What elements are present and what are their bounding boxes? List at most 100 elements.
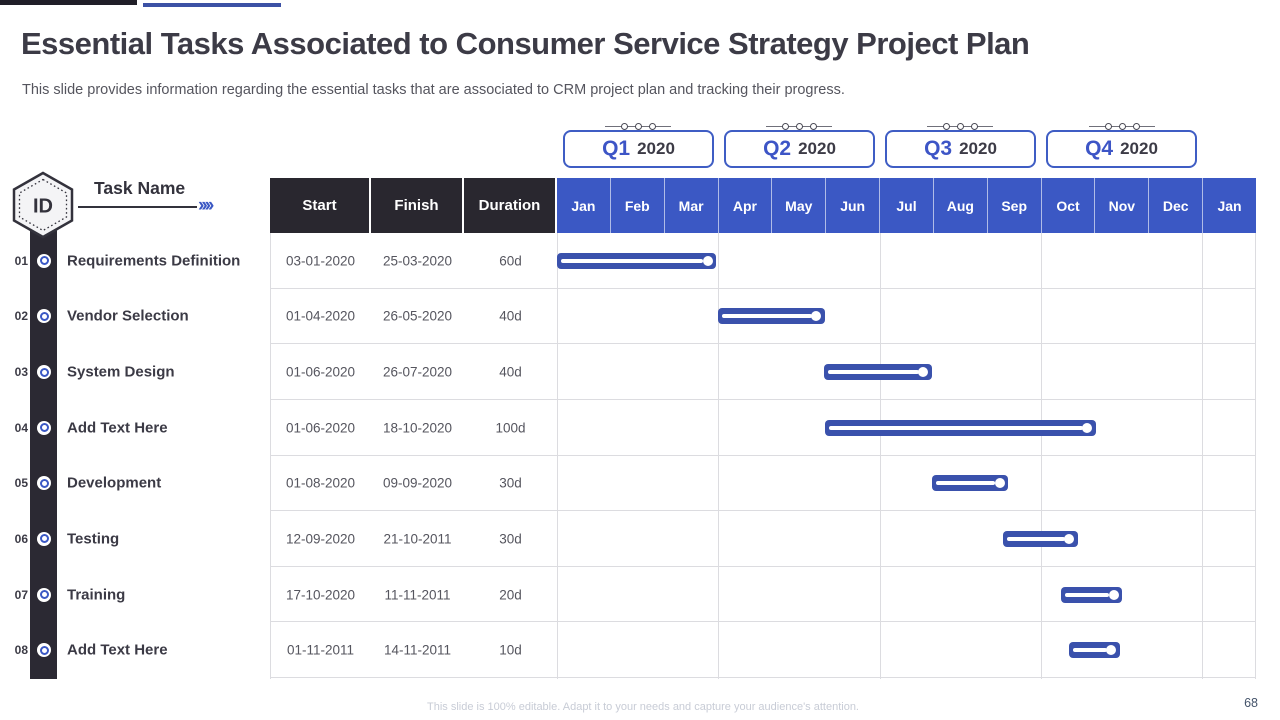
- task-name: Requirements Definition: [67, 252, 241, 270]
- target-icon: [37, 587, 51, 602]
- target-icon: [37, 531, 51, 546]
- gridline: [1255, 233, 1256, 679]
- id-hexagon-badge: ID: [12, 171, 74, 239]
- table-header-dates: Start Finish Duration: [270, 178, 557, 233]
- duration: 100d: [495, 420, 526, 436]
- task-name: Testing: [67, 530, 120, 548]
- month-header: Jan: [1203, 178, 1256, 233]
- quarter-dots-decoration: [605, 121, 671, 132]
- quarter-header-q4: Q4 2020: [1046, 130, 1197, 168]
- gantt-bar: [932, 475, 1008, 492]
- task-id: 06: [14, 531, 28, 546]
- finish-date: 26-05-2020: [382, 308, 453, 324]
- table-row: 03 System Design 01-06-2020 26-07-2020 4…: [0, 344, 1280, 400]
- task-id: 07: [14, 587, 28, 602]
- month-header: Oct: [1041, 178, 1096, 233]
- task-name-column-label: Task Name: [94, 178, 186, 198]
- target-icon: [37, 365, 51, 380]
- month-header: Sep: [987, 178, 1042, 233]
- gantt-bar: [1060, 586, 1123, 603]
- gridline: [1202, 233, 1203, 679]
- month-header: Apr: [718, 178, 773, 233]
- gantt-table-body: 01 Requirements Definition 03-01-2020 25…: [0, 233, 1280, 678]
- finish-date: 09-09-2020: [382, 475, 453, 491]
- task-id: 08: [14, 643, 28, 658]
- column-header-start: Start: [270, 178, 371, 233]
- arrow-line: [78, 206, 197, 208]
- gridline: [718, 233, 719, 679]
- gantt-bar: [1068, 642, 1120, 659]
- task-id: 05: [14, 476, 28, 491]
- duration: 20d: [499, 587, 522, 603]
- table-row: 01 Requirements Definition 03-01-2020 25…: [0, 233, 1280, 289]
- page-number: 68: [1244, 696, 1258, 710]
- task-id: 04: [14, 420, 28, 435]
- start-date: 12-09-2020: [285, 531, 356, 547]
- task-name: Training: [67, 586, 126, 604]
- month-header: Nov: [1095, 178, 1150, 233]
- target-icon: [37, 476, 51, 491]
- gantt-bar: [557, 252, 717, 269]
- table-row: 04 Add Text Here 01-06-2020 18-10-2020 1…: [0, 400, 1280, 456]
- duration: 40d: [499, 364, 522, 380]
- month-header: Dec: [1149, 178, 1204, 233]
- start-date: 17-10-2020: [285, 587, 356, 603]
- table-row: 06 Testing 12-09-2020 21-10-2011 30d: [0, 511, 1280, 567]
- month-header: Feb: [610, 178, 665, 233]
- quarter-dots-decoration: [1089, 121, 1155, 132]
- finish-date: 21-10-2011: [383, 531, 452, 547]
- finish-date: 18-10-2020: [382, 420, 453, 436]
- finish-date: 14-11-2011: [383, 642, 452, 658]
- id-label: ID: [33, 196, 53, 218]
- finish-date: 26-07-2020: [382, 364, 453, 380]
- quarter-header-q3: Q3 2020: [885, 130, 1036, 168]
- start-date: 01-08-2020: [285, 475, 356, 491]
- duration: 10d: [499, 642, 522, 658]
- start-date: 03-01-2020: [285, 253, 356, 269]
- start-date: 01-06-2020: [285, 364, 356, 380]
- target-icon: [37, 309, 51, 324]
- page-subtitle: This slide provides information regardin…: [22, 82, 845, 98]
- start-date: 01-11-2011: [286, 642, 355, 658]
- task-id: 03: [14, 365, 28, 380]
- task-name: Add Text Here: [67, 641, 168, 659]
- duration: 60d: [499, 253, 522, 269]
- top-accent-bar-dark: [0, 0, 137, 5]
- gantt-bar: [1002, 530, 1078, 547]
- start-date: 01-06-2020: [285, 420, 356, 436]
- column-header-finish: Finish: [371, 178, 464, 233]
- task-id: 01: [14, 253, 28, 268]
- month-header: Aug: [933, 178, 988, 233]
- finish-date: 11-11-2011: [384, 587, 451, 603]
- gantt-bar: [718, 308, 825, 325]
- target-icon: [37, 420, 51, 435]
- month-header: Jul: [880, 178, 934, 233]
- quarter-dots-decoration: [766, 121, 832, 132]
- finish-date: 25-03-2020: [382, 253, 453, 269]
- duration: 40d: [499, 308, 522, 324]
- gantt-bar: [825, 419, 1096, 436]
- gridline: [557, 233, 558, 679]
- task-name: Development: [67, 474, 162, 492]
- target-icon: [37, 253, 51, 268]
- task-name: Add Text Here: [67, 419, 168, 437]
- start-date: 01-04-2020: [285, 308, 356, 324]
- task-name: Vendor Selection: [67, 307, 189, 325]
- target-icon: [37, 643, 51, 658]
- duration: 30d: [499, 475, 522, 491]
- table-row: 02 Vendor Selection 01-04-2020 26-05-202…: [0, 289, 1280, 345]
- table-row: 05 Development 01-08-2020 09-09-2020 30d: [0, 456, 1280, 512]
- gridline: [1041, 233, 1042, 679]
- table-header-months: Jan Feb Mar Apr May Jun Jul Aug Sep Oct …: [557, 178, 1256, 233]
- table-row: 07 Training 17-10-2020 11-11-2011 20d: [0, 567, 1280, 623]
- table-row: 08 Add Text Here 01-11-2011 14-11-2011 1…: [0, 622, 1280, 678]
- task-id: 02: [14, 309, 28, 324]
- quarter-header-q1: Q1 2020: [563, 130, 714, 168]
- month-header: Jan: [557, 178, 611, 233]
- footer-note: This slide is 100% editable. Adapt it to…: [427, 701, 859, 713]
- month-header: May: [772, 178, 827, 233]
- chevrons-right-icon: ››››: [198, 195, 214, 216]
- top-accent-bar-blue: [143, 3, 281, 7]
- column-header-duration: Duration: [464, 178, 557, 233]
- month-header: Mar: [664, 178, 719, 233]
